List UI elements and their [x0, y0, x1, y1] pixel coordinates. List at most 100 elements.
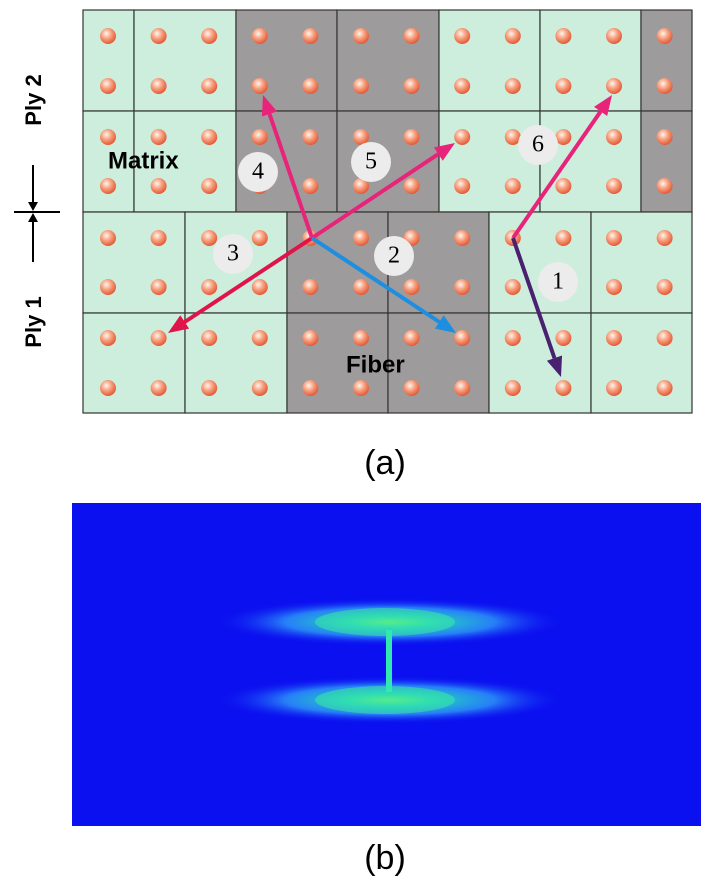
fiber-dot: [100, 380, 116, 396]
fiber-dot: [353, 380, 369, 396]
cell: [185, 313, 287, 413]
fiber-dot: [404, 330, 420, 346]
cell: [236, 10, 337, 111]
intensity-map: [72, 503, 701, 826]
fiber-dot: [606, 279, 622, 295]
fiber-dot: [151, 230, 167, 246]
fiber-dot: [454, 129, 470, 145]
cell: [83, 10, 134, 111]
fiber-dot: [657, 78, 673, 94]
fiber-dot: [657, 230, 673, 246]
fiber-dot: [302, 330, 318, 346]
cell: [439, 10, 540, 111]
fiber-dot: [252, 78, 268, 94]
fiber-dot: [606, 28, 622, 44]
fiber-dot: [151, 78, 167, 94]
fiber-dot: [505, 178, 521, 194]
path-label: 3: [227, 241, 239, 267]
fiber-dot: [606, 78, 622, 94]
fiber-dot: [201, 279, 217, 295]
fiber-dot: [302, 129, 318, 145]
fiber-dot: [201, 380, 217, 396]
fiber-dot: [100, 230, 116, 246]
fiber-dot: [454, 230, 470, 246]
fiber-dot: [201, 129, 217, 145]
cell: [337, 10, 439, 111]
fiber-dot: [606, 230, 622, 246]
fiber-dot: [100, 78, 116, 94]
caption: (a): [364, 444, 406, 482]
fiber-dot: [404, 129, 420, 145]
fiber-dot: [555, 178, 571, 194]
fiber-dot: [353, 230, 369, 246]
fiber-dot: [151, 129, 167, 145]
cell: [439, 111, 540, 212]
fiber-dot: [151, 330, 167, 346]
fiber-dot: [505, 380, 521, 396]
fiber-dot: [252, 230, 268, 246]
cell: [489, 313, 591, 413]
fiber-dot: [151, 178, 167, 194]
fiber-dot: [657, 178, 673, 194]
fiber-dot: [302, 28, 318, 44]
fiber-dot: [657, 380, 673, 396]
fiber-dot: [606, 330, 622, 346]
fiber-dot: [302, 279, 318, 295]
fiber-dot: [606, 178, 622, 194]
fiber-dot: [252, 129, 268, 145]
fiber-dot: [100, 279, 116, 295]
cell: [591, 313, 692, 413]
fiber-dot: [100, 129, 116, 145]
fiber-dot: [302, 380, 318, 396]
fiber-dot: [353, 78, 369, 94]
path-label: 6: [532, 132, 544, 158]
fiber-dot: [454, 330, 470, 346]
fiber-dot: [404, 28, 420, 44]
fiber-dot: [201, 178, 217, 194]
fiber-dot: [404, 178, 420, 194]
fiber-dot: [100, 28, 116, 44]
cell: [489, 212, 591, 313]
fiber-dot: [100, 330, 116, 346]
fiber-dot: [201, 78, 217, 94]
fiber-dot: [555, 78, 571, 94]
fiber-dot: [201, 28, 217, 44]
figure: 4 5 3 2 6 1 Matrix Fiber Ply 2 Ply 1 (a)…: [0, 0, 701, 884]
fiber-dot: [657, 129, 673, 145]
fiber-dot: [606, 129, 622, 145]
fiber-dot: [555, 28, 571, 44]
fiber-dot: [252, 380, 268, 396]
fiber-dot: [555, 230, 571, 246]
fiber-dot: [353, 330, 369, 346]
path-label: 4: [252, 159, 264, 185]
fiber-dot: [657, 279, 673, 295]
fiber-dot: [454, 279, 470, 295]
cell: [641, 10, 692, 111]
ply-label: Ply 2: [21, 74, 46, 125]
cell: [540, 10, 641, 111]
fiber-dot: [151, 279, 167, 295]
fiber-dot: [505, 78, 521, 94]
path-label: 5: [365, 149, 377, 175]
fiber-dot: [201, 330, 217, 346]
cell: [641, 111, 692, 212]
fiber-dot: [353, 28, 369, 44]
fiber-dot: [606, 380, 622, 396]
fiber-dot: [404, 380, 420, 396]
region-label: Matrix: [108, 147, 179, 174]
fiber-dot: [454, 178, 470, 194]
fiber-dot: [555, 330, 571, 346]
fiber-dot: [404, 78, 420, 94]
path-label: 2: [388, 243, 400, 269]
cell: [83, 313, 185, 413]
fiber-dot: [555, 380, 571, 396]
fiber-dot: [302, 178, 318, 194]
path-label: 1: [552, 269, 564, 295]
fiber-dot: [151, 380, 167, 396]
cell: [134, 10, 236, 111]
region-label: Fiber: [346, 351, 405, 378]
page: {"side_labels": {"ply2": "Ply 2", "ply1"…: [0, 0, 701, 889]
ply-boundary-marker: [14, 165, 60, 262]
fiber-dot: [353, 279, 369, 295]
fiber-dot: [454, 78, 470, 94]
